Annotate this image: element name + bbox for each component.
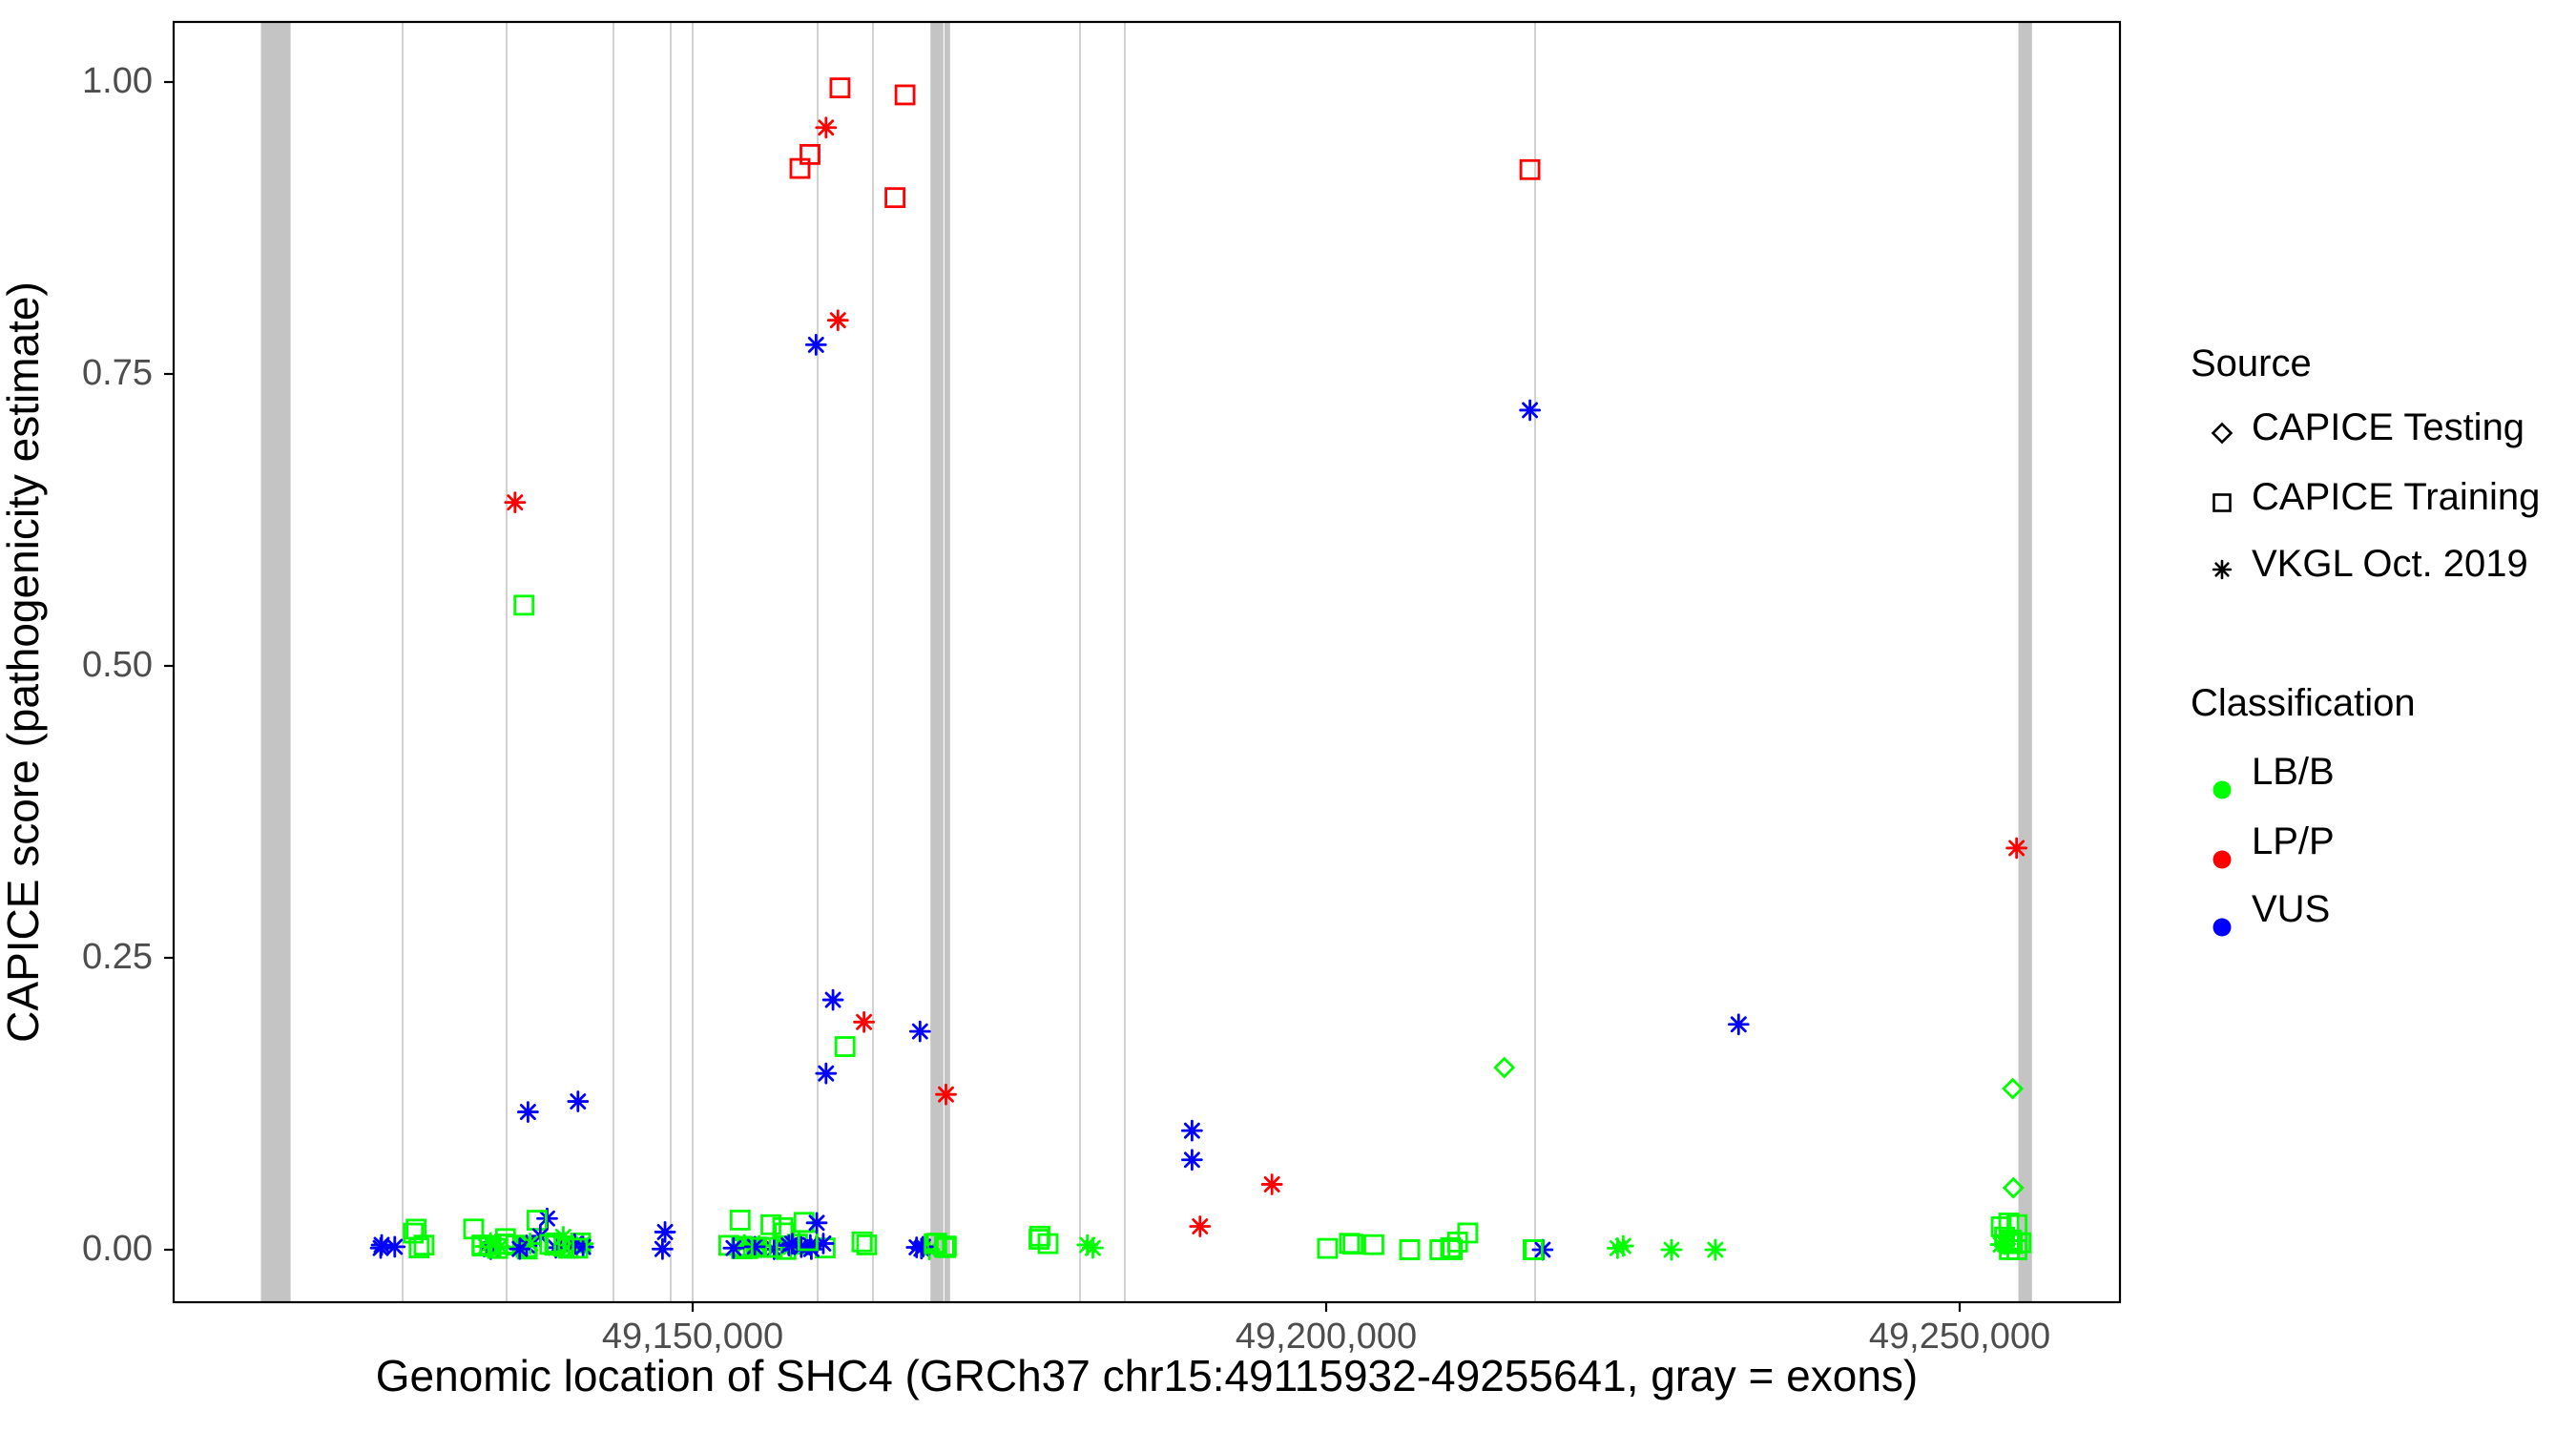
svg-text:Classification: Classification (2191, 682, 2416, 724)
svg-text:VKGL Oct. 2019: VKGL Oct. 2019 (2252, 543, 2528, 585)
svg-text:0.25: 0.25 (82, 937, 153, 977)
svg-text:0.75: 0.75 (82, 353, 153, 393)
svg-text:0.50: 0.50 (82, 645, 153, 685)
svg-text:CAPICE Training: CAPICE Training (2252, 476, 2540, 518)
svg-text:Source: Source (2191, 342, 2312, 384)
svg-text:VUS: VUS (2252, 888, 2330, 930)
svg-text:Genomic location of SHC4 (GRCh: Genomic location of SHC4 (GRCh37 chr15:4… (376, 1351, 1919, 1400)
svg-text:LP/P: LP/P (2252, 820, 2335, 862)
svg-text:LB/B: LB/B (2252, 751, 2335, 793)
svg-text:1.00: 1.00 (82, 61, 153, 101)
svg-text:CAPICE score (pathogenicity es: CAPICE score (pathogenicity estimate) (0, 281, 48, 1043)
svg-text:CAPICE Testing: CAPICE Testing (2252, 406, 2524, 448)
svg-text:0.00: 0.00 (82, 1229, 153, 1269)
